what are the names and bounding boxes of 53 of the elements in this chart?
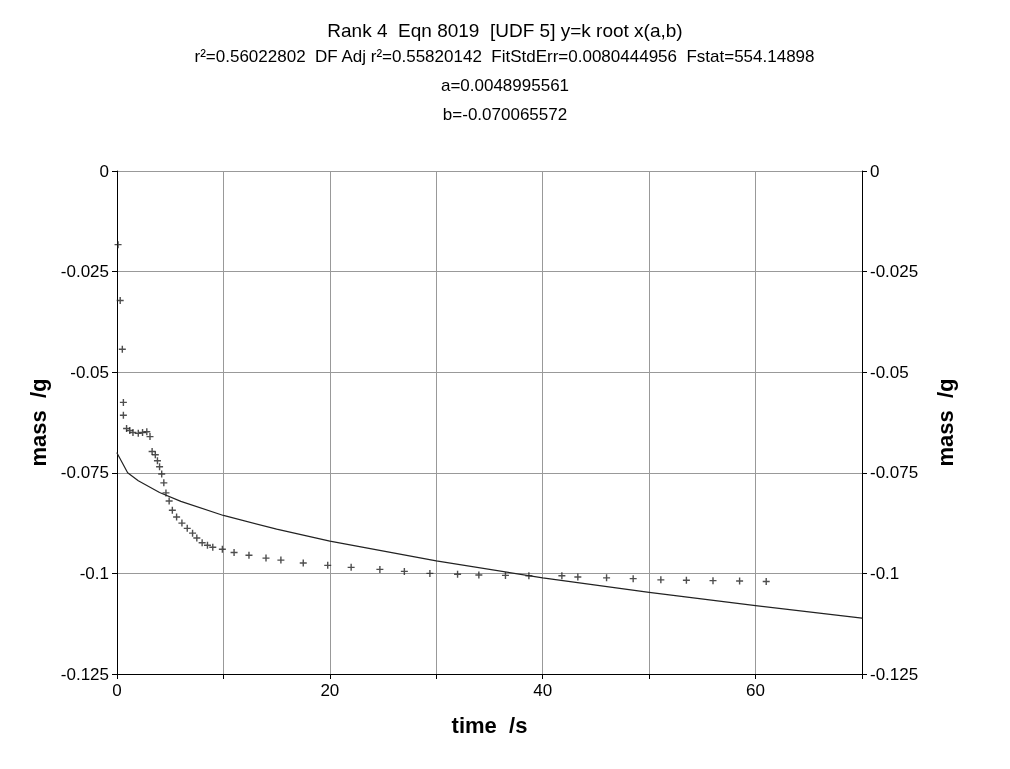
x-tick-label: 40 <box>533 681 553 700</box>
y-tick-label: -0.1 <box>79 563 109 583</box>
point <box>736 577 744 585</box>
point <box>158 470 166 478</box>
y2-axis-title: mass /g <box>932 378 958 467</box>
y2-tick-label: -0.025 <box>870 262 919 282</box>
y-axis-title: mass /g <box>25 378 51 467</box>
point <box>245 551 253 559</box>
point <box>376 565 384 573</box>
x-axis-title: time /s <box>451 712 528 738</box>
point <box>299 559 307 567</box>
text: a=0.0048995561 <box>440 76 570 95</box>
y-tick-label: -0.075 <box>60 463 109 483</box>
y-tick-label: -0.125 <box>60 664 109 684</box>
point <box>629 575 637 583</box>
y2-tick-label: -0.075 <box>870 463 919 483</box>
x-tick-label: 0 <box>112 681 122 700</box>
y2-tick-label: -0.125 <box>870 664 919 684</box>
point <box>262 554 270 562</box>
text: b=-0.070065572 <box>442 105 568 124</box>
y2-tick-label: -0.1 <box>870 563 900 583</box>
chart-title: Rank 4 Eqn 8019 [UDF 5] y=k root x(a,b) <box>327 20 683 41</box>
point <box>162 489 170 497</box>
point <box>475 571 483 579</box>
point <box>198 539 206 547</box>
point <box>160 479 168 487</box>
x-tick-label: 60 <box>746 681 766 700</box>
point <box>189 529 197 537</box>
y-tick-label: -0.025 <box>60 262 109 282</box>
point <box>574 573 582 581</box>
point <box>143 428 151 436</box>
y2-tick-label: -0.05 <box>870 362 909 382</box>
point <box>426 569 434 577</box>
point <box>558 572 566 580</box>
point <box>709 577 717 585</box>
point <box>657 576 665 584</box>
point <box>603 574 611 582</box>
point <box>165 497 173 505</box>
point <box>114 241 122 249</box>
point <box>178 519 186 527</box>
point <box>230 548 238 556</box>
y-tick-label: -0.05 <box>70 362 109 382</box>
y-tick-label: 0 <box>99 161 109 181</box>
point <box>173 513 181 521</box>
point <box>116 297 124 305</box>
x-tick-label: 20 <box>320 681 340 700</box>
y2-tick-label: 0 <box>870 161 880 181</box>
point <box>146 433 154 441</box>
point <box>347 563 355 571</box>
chart-subtitle: r²=0.56022802 DF Adj r²=0.55820142 FitStdErr=0.0080444956 Fstat=554.14898 <box>194 47 815 66</box>
point <box>277 556 285 564</box>
point <box>193 534 201 542</box>
line-series <box>116 452 863 619</box>
